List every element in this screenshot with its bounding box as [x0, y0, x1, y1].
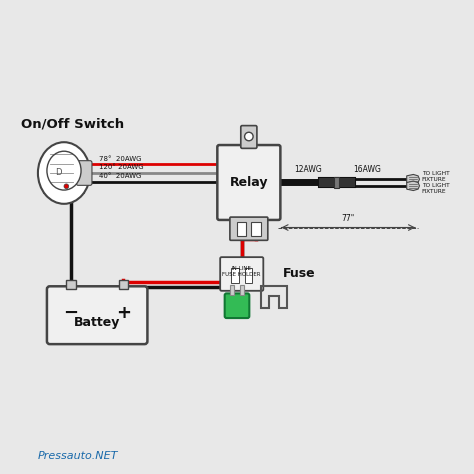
Text: IN-LINE
FUSE HOLDER: IN-LINE FUSE HOLDER	[222, 266, 261, 277]
Bar	[334, 177, 339, 188]
Bar	[230, 285, 234, 295]
Text: TO LIGHT
FIXTURE: TO LIGHT FIXTURE	[422, 171, 449, 182]
Text: Battey: Battey	[74, 316, 120, 329]
Polygon shape	[407, 174, 419, 184]
Text: 12AWG: 12AWG	[294, 165, 322, 174]
Text: D: D	[55, 168, 62, 176]
FancyBboxPatch shape	[230, 217, 268, 240]
Bar	[240, 285, 244, 295]
Circle shape	[64, 184, 69, 189]
Text: On/Off Switch: On/Off Switch	[21, 118, 125, 130]
FancyBboxPatch shape	[241, 126, 257, 148]
FancyBboxPatch shape	[237, 222, 246, 236]
Polygon shape	[407, 181, 419, 191]
Bar	[66, 280, 76, 289]
Circle shape	[245, 132, 253, 141]
Bar	[231, 268, 239, 283]
Ellipse shape	[38, 142, 90, 204]
Text: 120° 20AWG: 120° 20AWG	[99, 164, 143, 170]
Text: TO LIGHT
FIXTURE: TO LIGHT FIXTURE	[422, 183, 449, 193]
FancyBboxPatch shape	[225, 293, 249, 318]
FancyBboxPatch shape	[220, 257, 264, 291]
Text: −: −	[64, 304, 79, 322]
FancyBboxPatch shape	[76, 161, 92, 185]
Text: +: +	[116, 304, 131, 322]
FancyBboxPatch shape	[217, 145, 281, 220]
Text: Fuse: Fuse	[283, 267, 316, 281]
Text: Pressauto.NET: Pressauto.NET	[38, 451, 118, 461]
Text: 16AWG: 16AWG	[354, 165, 381, 174]
Polygon shape	[44, 150, 84, 193]
Text: 78°  20AWG: 78° 20AWG	[99, 155, 141, 162]
FancyBboxPatch shape	[47, 286, 147, 344]
Text: 77": 77"	[342, 214, 355, 223]
Ellipse shape	[47, 151, 81, 190]
Bar	[118, 280, 128, 289]
Bar	[245, 268, 252, 283]
Text: 40°  20AWG: 40° 20AWG	[99, 173, 141, 179]
Text: Relay: Relay	[229, 176, 268, 189]
FancyBboxPatch shape	[251, 222, 261, 236]
